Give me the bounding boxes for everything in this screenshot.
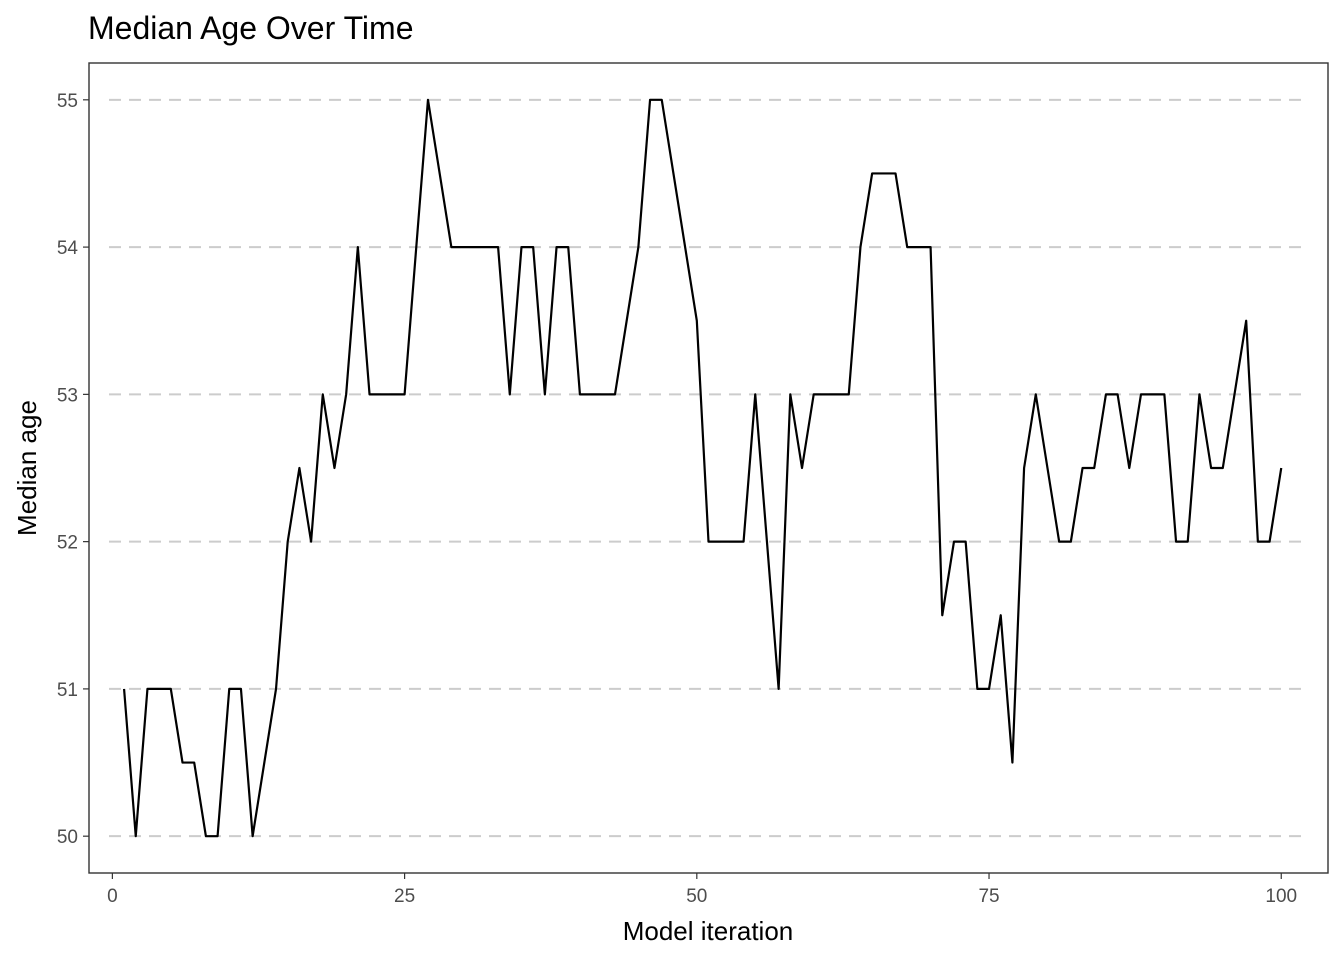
y-tick-label: 53 — [57, 385, 78, 406]
y-tick-label: 55 — [57, 91, 78, 112]
y-tick-label: 50 — [57, 827, 78, 848]
chart-title: Median Age Over Time — [88, 10, 413, 46]
gridlines — [109, 98, 1308, 838]
series-layer — [122, 98, 1283, 838]
y-tick-label: 51 — [57, 680, 78, 701]
x-axis-title: Model iteration — [623, 916, 794, 946]
series-line — [122, 98, 1283, 838]
x-tick-label: 0 — [107, 886, 118, 907]
x-tick-label: 25 — [394, 886, 415, 907]
x-tick-label: 50 — [686, 886, 707, 907]
x-axis: 0 25 50 75 100 — [107, 873, 1297, 907]
x-tick-label: 75 — [978, 886, 999, 907]
y-axis: 50 51 52 53 54 55 — [57, 91, 89, 848]
plot-frame — [88, 62, 1329, 874]
y-axis-title: Median age — [12, 400, 42, 536]
x-tick-label: 100 — [1265, 886, 1297, 907]
y-tick-label: 54 — [57, 238, 79, 259]
y-tick-label: 52 — [57, 533, 78, 554]
